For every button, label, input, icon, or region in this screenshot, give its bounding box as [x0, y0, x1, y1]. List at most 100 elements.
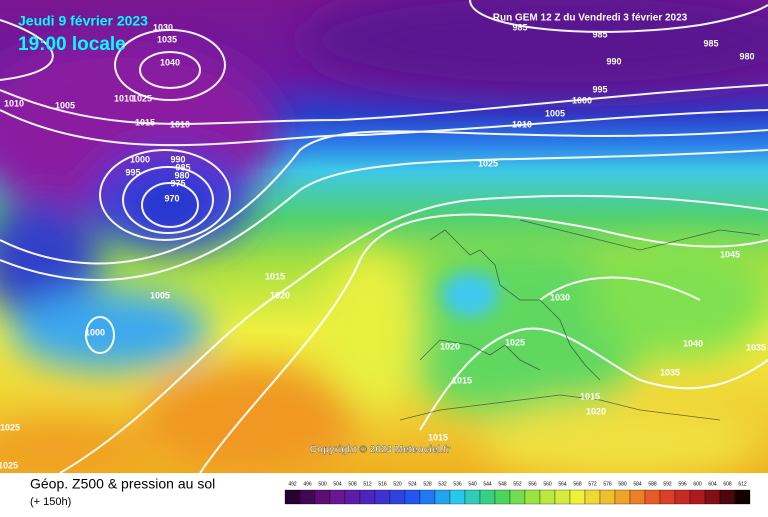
isobar-label: 1035: [746, 342, 766, 352]
colorbar-cell: [539, 489, 556, 505]
isobar-label: 980: [739, 51, 754, 61]
colorbar-label: 528: [423, 481, 432, 487]
colorbar-label: 564: [558, 481, 567, 487]
colorbar-cell: [659, 489, 676, 505]
colorbar-label: 532: [438, 481, 447, 487]
colorbar-cell: [494, 489, 511, 505]
isobar-label: 1015: [265, 271, 285, 281]
colorbar-cell: [734, 489, 751, 505]
isobar-label: 1000: [572, 95, 592, 105]
isobar-label: 1010: [170, 119, 190, 129]
isobar-label: 1040: [160, 57, 180, 67]
colorbar-cell: [299, 489, 316, 505]
isobar-label: 1010: [512, 119, 532, 129]
colorbar-label: 556: [528, 481, 537, 487]
colorbar-cell: [344, 489, 361, 505]
colorbar-label: 580: [618, 481, 627, 487]
isobar-label: 975: [170, 178, 185, 188]
isobar-label: 1015: [452, 375, 472, 385]
colorbar-cell: [554, 489, 571, 505]
copyright: Copyright © 2023 Meteociel.fr: [310, 445, 451, 456]
colorbar-label: 592: [663, 481, 672, 487]
colorbar-cell: [359, 489, 376, 505]
isobar-label: 985: [592, 29, 607, 39]
colorbar-label: 576: [603, 481, 612, 487]
isobar-label: 1030: [153, 22, 173, 32]
isobar-label: 985: [175, 162, 190, 172]
colorbar-label: 604: [708, 481, 717, 487]
colorbar-label: 492: [288, 481, 297, 487]
isobars: [0, 0, 768, 473]
isobar-label: 1035: [660, 367, 680, 377]
colorbar-label: 524: [408, 481, 417, 487]
forecast-time: 19:00 locale: [18, 34, 126, 55]
isobar-label: 1005: [55, 100, 75, 110]
isobar-label: 1005: [545, 108, 565, 118]
isobar-label: 1025: [0, 422, 20, 432]
isobar-label: 1010: [114, 93, 134, 103]
colorbar-cell: [464, 489, 481, 505]
colorbar-cell: [674, 489, 691, 505]
isobar-label: 1040: [683, 338, 703, 348]
isobar-label: 1025: [505, 337, 525, 347]
isobar-label: 1000: [130, 154, 150, 164]
colorbar-label: 544: [483, 481, 492, 487]
colorbar-label: 612: [738, 481, 747, 487]
colorbar-cell: [449, 489, 466, 505]
colorbar-cell: [644, 489, 661, 505]
colorbar-label: 568: [573, 481, 582, 487]
colorbar-label: 540: [468, 481, 477, 487]
footer-title: Géop. Z500 & pression au sol: [30, 476, 215, 492]
isobar-label: 985: [512, 22, 527, 32]
colorbar-cell: [719, 489, 736, 505]
isobar-label: 995: [592, 84, 607, 94]
colorbar-cell: [284, 489, 301, 505]
colorbar-label: 548: [498, 481, 507, 487]
isobar-label: 985: [703, 38, 718, 48]
isobar-label: 1015: [580, 391, 600, 401]
isobar-label: 1000: [85, 327, 105, 337]
field: [0, 0, 768, 480]
run-info: Run GEM 12 Z du Vendredi 3 février 2023: [493, 13, 688, 24]
isobar-label: 995: [125, 167, 140, 177]
coastlines: [399, 219, 761, 421]
isobar-label: 1045: [720, 249, 740, 259]
colorbar-cell: [419, 489, 436, 505]
colorbar-cell: [629, 489, 646, 505]
colorbar-label: 508: [348, 481, 357, 487]
colorbar-cell: [434, 489, 451, 505]
isobar-label: 1025: [132, 93, 152, 103]
colorbar-label: 536: [453, 481, 462, 487]
isobar-label: 1020: [586, 406, 606, 416]
colorbar-label: 504: [333, 481, 342, 487]
colorbar-cell: [599, 489, 616, 505]
colorbar-cell: [524, 489, 541, 505]
colorbar-label: 560: [543, 481, 552, 487]
forecast-date: Jeudi 9 février 2023: [18, 13, 148, 29]
colorbar-label: 512: [363, 481, 372, 487]
colorbar-label: 520: [393, 481, 402, 487]
colorbar-label: 572: [588, 481, 597, 487]
colorbar-label: 584: [633, 481, 642, 487]
isobar-label: 1015: [135, 117, 155, 127]
colorbar-cell: [329, 489, 346, 505]
isobar-label: 980: [174, 170, 189, 180]
colorbar-cell: [374, 489, 391, 505]
isobar-label: 990: [170, 154, 185, 164]
colorbar-label: 496: [303, 481, 312, 487]
isobar-label: 1025: [478, 158, 498, 168]
colorbar-cell: [314, 489, 331, 505]
isobar-label: 1020: [440, 341, 460, 351]
colorbar-label: 608: [723, 481, 732, 487]
colorbar-cell: [569, 489, 586, 505]
colorbar: 492 496 500 504 508 512 516 520 524 528 532 536 540 5…: [284, 481, 751, 505]
isobar-label: 970: [164, 193, 179, 203]
footer-lead: (+ 150h): [30, 496, 71, 508]
colorbar-label: 588: [648, 481, 657, 487]
colorbar-cell: [479, 489, 496, 505]
isobar-label: 990: [606, 56, 621, 66]
isobar-label: 1025: [0, 460, 18, 470]
colorbar-cell: [404, 489, 421, 505]
